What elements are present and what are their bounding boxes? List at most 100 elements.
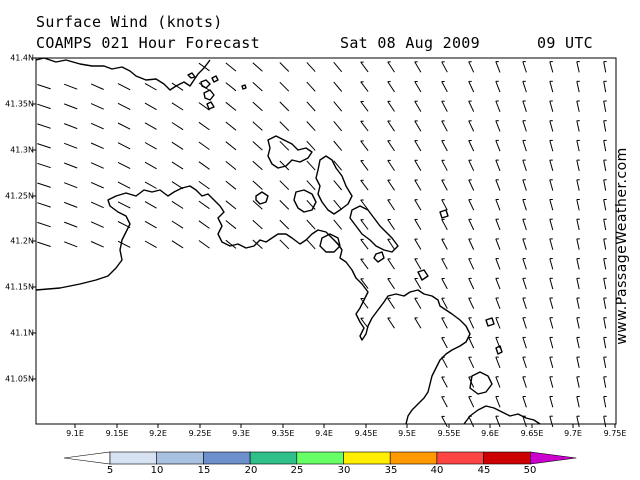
islet [439, 209, 449, 219]
wind-barb [144, 142, 157, 150]
colorbar-segment [389, 451, 438, 465]
wind-barb [333, 140, 343, 151]
wind-barb [522, 278, 527, 290]
wind-barb [198, 102, 210, 111]
wind-barb [414, 219, 422, 231]
wind-barb [252, 121, 263, 131]
wind-barb [495, 238, 501, 250]
wind-barb [360, 239, 369, 250]
lat-label-41-3n: 41.3N [10, 145, 34, 155]
wind-barb [522, 179, 527, 191]
wind-barb [522, 81, 527, 93]
wind-barb [279, 62, 290, 72]
wind-barb [144, 102, 157, 111]
wind-barb [387, 179, 395, 191]
wind-barb [441, 258, 448, 270]
wind-barb [387, 219, 395, 230]
wind-barb [64, 103, 78, 110]
wind-barb [279, 239, 290, 250]
colorbar-segment [109, 451, 158, 465]
wind-barb [414, 297, 422, 309]
wind-barb [468, 297, 475, 309]
lat-label-41-2n: 41.2N [10, 236, 34, 246]
wind-barb [414, 120, 422, 132]
wind-barb [414, 61, 422, 73]
wind-barb [603, 258, 607, 270]
wind-barb [495, 317, 501, 329]
wind-speed-colorbar [63, 451, 577, 465]
lon-label-9-7e: 9.7E [564, 429, 582, 438]
wind-barb [603, 179, 607, 191]
wind-barb [441, 416, 448, 428]
wind-barb [441, 278, 448, 290]
wind-barb [603, 317, 607, 329]
wind-barb [522, 159, 527, 172]
wind-barb [522, 219, 527, 231]
sardinia-coast [35, 185, 471, 425]
wind-barb [90, 103, 104, 110]
wind-barb [64, 221, 78, 228]
wind-barb [522, 376, 527, 388]
lon-label-9-15e: 9.15E [105, 429, 129, 438]
wind-barb [603, 120, 607, 132]
wind-barb [360, 160, 369, 171]
wind-barb [37, 143, 51, 149]
wind-barb [576, 416, 580, 428]
wind-barb [225, 180, 237, 190]
wind-barb [387, 81, 395, 93]
wind-barb [603, 337, 607, 349]
wind-barb [306, 180, 316, 191]
wind-barb [90, 142, 104, 150]
wind-barb [576, 356, 580, 369]
colorbar-segment [296, 451, 344, 465]
islet [495, 345, 503, 355]
wind-barb [360, 101, 369, 112]
wind-barb [37, 84, 51, 90]
wind-barb [252, 141, 263, 151]
wind-barb [603, 416, 607, 428]
wind-barb [549, 140, 554, 152]
wind-barb [576, 376, 580, 388]
colorbar-segment [343, 451, 391, 465]
wind-barb [225, 121, 237, 131]
wind-barb [441, 238, 448, 250]
wind-barb [90, 181, 104, 189]
wind-barb [171, 240, 184, 249]
wind-barb [171, 181, 184, 190]
wind-barb [603, 160, 607, 171]
map-title: Surface Wind (knots) [36, 13, 223, 31]
wind-barb [441, 140, 448, 152]
wind-barb [37, 162, 51, 169]
wind-barb [549, 179, 554, 191]
wind-barb [252, 180, 263, 190]
wind-barb [333, 81, 343, 92]
wind-barb [549, 396, 554, 408]
wind-barb [279, 200, 290, 210]
wind-barb [387, 238, 395, 250]
wind-barb [576, 219, 580, 231]
wind-barb [522, 297, 527, 309]
wind-barb [549, 100, 554, 112]
wind-barb [495, 120, 501, 132]
wind-barb [37, 103, 51, 110]
wind-barb [360, 140, 369, 152]
wind-barb [549, 81, 554, 93]
wind-barb [468, 61, 475, 73]
wind-barb [198, 240, 210, 249]
colorbar-label-15: 15 [197, 465, 211, 476]
wind-barb [549, 120, 554, 132]
wind-barb [495, 159, 501, 172]
wind-barb [198, 121, 210, 131]
colorbar-label-5: 5 [106, 465, 114, 476]
wind-barb [252, 219, 263, 230]
colorbar-segment [203, 451, 251, 465]
wind-barb [414, 81, 422, 93]
wind-barb [414, 278, 422, 290]
islet [187, 72, 196, 79]
wind-barb [360, 219, 369, 230]
wind-barb [603, 81, 607, 93]
wind-barb [441, 337, 448, 349]
maddalena-island [267, 135, 313, 169]
wind-barb [333, 120, 343, 132]
wind-barb [225, 101, 237, 111]
